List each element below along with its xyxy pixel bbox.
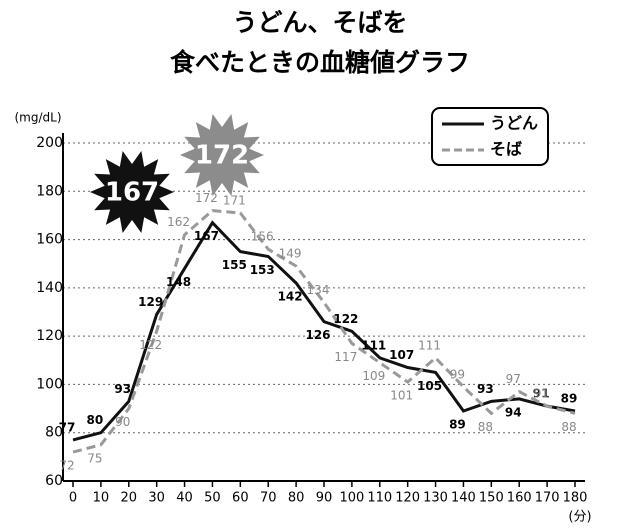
value-label: 88 [561, 420, 576, 434]
chart-title: うどん、そばを [232, 8, 407, 37]
x-tick-label: 160 [507, 491, 532, 506]
value-label: 72 [59, 459, 74, 473]
value-label: 75 [87, 451, 102, 465]
value-label: 88 [478, 420, 493, 434]
value-label: 89 [561, 391, 578, 405]
x-tick-label: 60 [232, 491, 249, 506]
x-tick-label: 130 [423, 491, 448, 506]
x-tick-label: 40 [176, 491, 193, 506]
x-tick-label: 20 [121, 491, 138, 506]
y-tick-label: 160 [36, 232, 63, 248]
x-tick-label: 120 [395, 491, 420, 506]
legend-label: そば [490, 140, 522, 159]
x-tick-label: 150 [479, 491, 504, 506]
x-tick-label: 0 [69, 491, 77, 506]
x-tick-label: 10 [93, 491, 110, 506]
x-tick-label: 140 [451, 491, 476, 506]
y-tick-label: 120 [36, 328, 63, 344]
series-line [72, 220, 576, 442]
value-label: 111 [418, 338, 441, 352]
value-label: 156 [251, 230, 274, 244]
value-label: 129 [138, 295, 163, 309]
chart-title: 食べたときの血糖値グラフ [170, 48, 470, 77]
value-label: 149 [279, 247, 302, 261]
annotation-burst [180, 114, 264, 196]
value-label: 107 [389, 348, 414, 362]
y-tick-label: 140 [36, 280, 63, 296]
annotation-burst [90, 151, 174, 233]
value-label: 80 [87, 413, 104, 427]
value-label: 167 [194, 229, 219, 243]
value-label: 171 [223, 194, 246, 208]
value-label: 153 [250, 263, 275, 277]
x-tick-label: 170 [535, 491, 560, 506]
x-tick-label: 180 [563, 491, 588, 506]
value-label: 93 [477, 382, 494, 396]
x-axis-label: (分) [568, 510, 591, 525]
y-tick-label: 200 [36, 135, 63, 151]
x-tick-label: 90 [316, 491, 333, 506]
x-tick-label: 110 [367, 491, 392, 506]
value-label: 142 [278, 290, 303, 304]
value-label: 122 [333, 312, 358, 326]
value-label: 93 [114, 382, 131, 396]
value-label: 122 [139, 338, 162, 352]
value-label: 105 [417, 379, 442, 393]
y-tick-label: 180 [36, 183, 63, 199]
y-tick-label: 80 [45, 425, 63, 441]
value-label: 126 [305, 328, 330, 342]
annotation-label: 167 [105, 178, 159, 208]
x-tick-label: 100 [339, 491, 364, 506]
value-label: 90 [115, 415, 130, 429]
value-label: 91 [533, 387, 548, 401]
x-tick-label: 50 [204, 491, 221, 506]
value-label: 89 [449, 417, 466, 431]
value-label: 99 [450, 367, 465, 381]
value-label: 172 [195, 191, 218, 205]
value-label: 155 [222, 258, 247, 272]
x-tick-label: 80 [288, 491, 305, 506]
value-label: 91 [533, 387, 550, 401]
value-label: 148 [166, 275, 191, 289]
y-axis-label: (mg/dL) [14, 111, 61, 125]
series-line [72, 209, 576, 454]
x-tick-label: 30 [148, 491, 165, 506]
y-tick-label: 60 [45, 473, 63, 489]
value-label: 111 [361, 338, 386, 352]
value-label: 134 [307, 283, 330, 297]
value-label: 77 [59, 420, 76, 434]
value-label: 162 [167, 215, 190, 229]
value-label: 97 [506, 372, 521, 386]
value-label: 101 [390, 389, 413, 403]
value-label: 94 [505, 405, 522, 419]
x-tick-label: 70 [260, 491, 277, 506]
value-label: 109 [362, 369, 385, 383]
annotation-label: 172 [195, 141, 249, 171]
value-label: 117 [334, 350, 357, 364]
y-tick-label: 100 [36, 376, 63, 392]
legend-label: うどん [490, 114, 538, 133]
